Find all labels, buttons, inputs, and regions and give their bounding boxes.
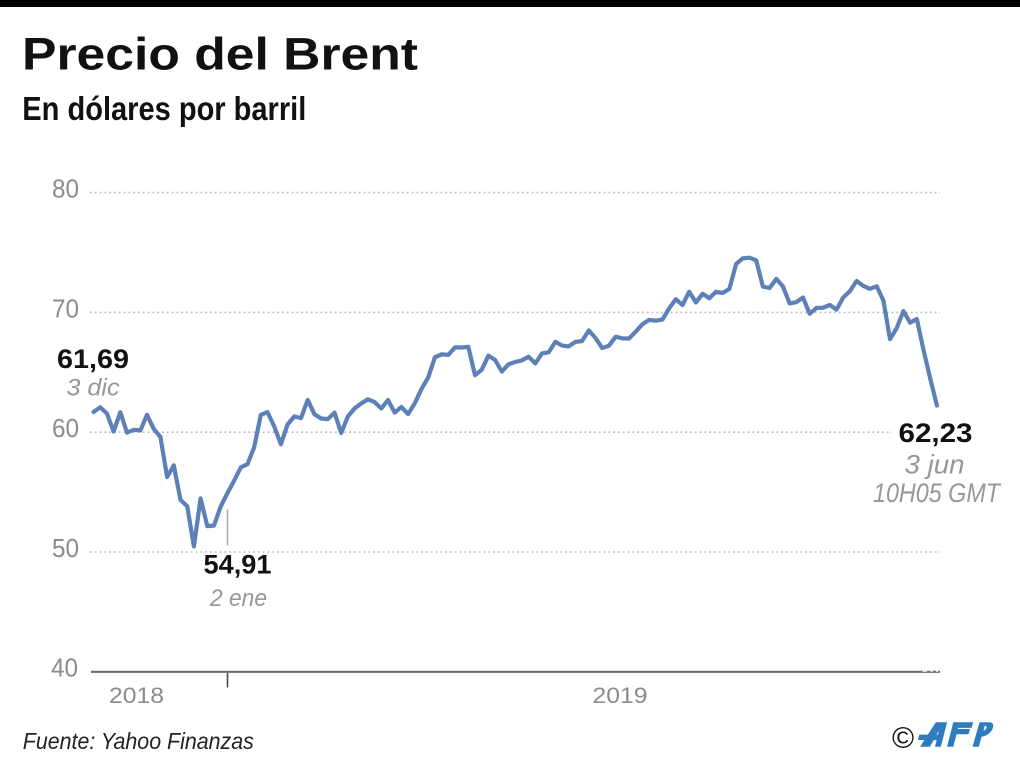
svg-text:Fuente: Yahoo Finanzas: Fuente: Yahoo Finanzas xyxy=(23,728,254,754)
svg-text:2018: 2018 xyxy=(109,683,164,708)
svg-text:70: 70 xyxy=(52,293,79,323)
svg-text:©: © xyxy=(892,722,914,755)
svg-text:2019: 2019 xyxy=(593,683,648,708)
svg-text:60: 60 xyxy=(52,413,79,443)
svg-text:10H05 GMT: 10H05 GMT xyxy=(873,478,1002,508)
svg-text:Precio del Brent: Precio del Brent xyxy=(22,28,418,79)
svg-text:2 ene: 2 ene xyxy=(209,585,267,612)
svg-text:80: 80 xyxy=(52,174,79,204)
svg-text:En dólares por barril: En dólares por barril xyxy=(22,90,306,127)
svg-text:3 dic: 3 dic xyxy=(67,375,120,402)
svg-text:61,69: 61,69 xyxy=(57,344,129,374)
svg-text:54,91: 54,91 xyxy=(204,550,272,580)
svg-text:3 jun: 3 jun xyxy=(905,450,965,480)
svg-text:62,23: 62,23 xyxy=(899,418,973,448)
svg-text:50: 50 xyxy=(52,533,79,563)
svg-text:40: 40 xyxy=(51,653,78,683)
